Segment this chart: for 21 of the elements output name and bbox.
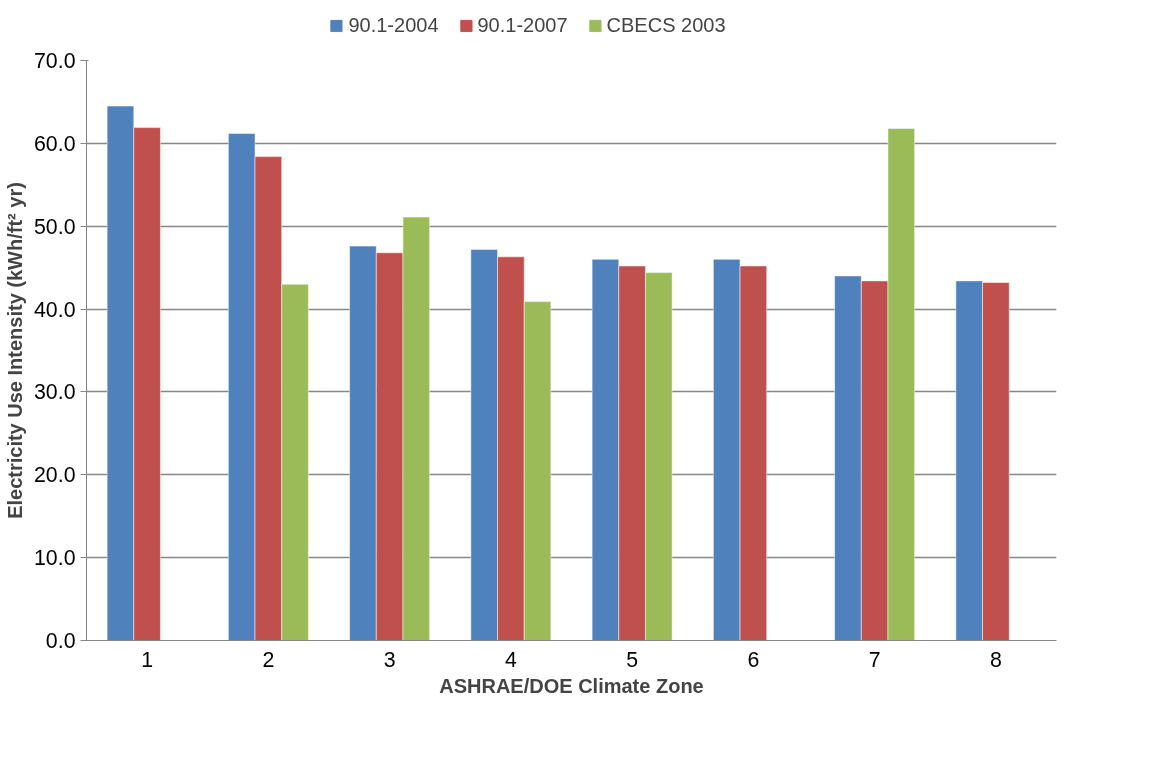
x-tick-label: 5 — [626, 647, 639, 672]
x-tick-label: 2 — [262, 647, 275, 672]
y-tick-label: 0.0 — [45, 629, 76, 653]
x-axis-title: ASHRAE/DOE Climate Zone — [439, 674, 704, 697]
y-tick-label: 40.0 — [33, 297, 76, 322]
legend-label: 90.1-2007 — [477, 13, 568, 37]
y-tick-label: 20.0 — [33, 463, 76, 488]
x-tick-label: 6 — [747, 647, 760, 672]
legend-label: 90.1-2004 — [348, 13, 439, 37]
y-axis-title: Electricity Use Intensity (kWh/ft² yr) — [3, 182, 26, 519]
x-tick-label: 1 — [141, 647, 154, 672]
legend-label: CBECS 2003 — [606, 13, 726, 37]
x-tick-label: 7 — [868, 647, 881, 672]
x-tick-label: 3 — [383, 647, 396, 672]
x-tick-label: 8 — [989, 647, 1002, 672]
y-tick-label: 50.0 — [33, 214, 76, 239]
y-tick-label: 60.0 — [33, 131, 76, 156]
x-tick-label: 4 — [504, 647, 517, 672]
y-tick-label: 30.0 — [33, 380, 76, 405]
y-tick-label: 70.0 — [33, 49, 76, 73]
y-tick-label: 10.0 — [33, 546, 76, 571]
